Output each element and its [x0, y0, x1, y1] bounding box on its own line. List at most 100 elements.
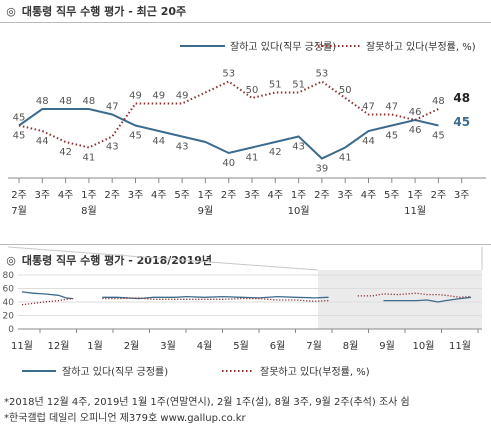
data-label-approve: 45	[385, 131, 398, 142]
data-label-disapprove: 49	[176, 91, 189, 102]
x-tick-label: 1주	[198, 190, 214, 201]
data-label-approve: 48	[36, 96, 49, 107]
legend-disapprove-label: 잘못하고 있다(부정률, %)	[366, 40, 476, 53]
data-label-disapprove: 48	[432, 96, 445, 107]
x-month-label: 10월	[288, 205, 310, 217]
data-label-disapprove: 47	[362, 102, 375, 113]
data-label-approve: 41	[246, 153, 259, 164]
data-label-disapprove: 44	[36, 136, 49, 147]
series-line-approve	[21, 291, 74, 300]
data-label-approve: 39	[316, 164, 329, 175]
data-label-approve: 42	[269, 147, 282, 158]
last-value-approve: 45	[453, 115, 470, 129]
data-label-disapprove: 43	[106, 142, 119, 153]
data-label-approve: 45	[432, 131, 445, 142]
data-label-approve: 45	[13, 113, 26, 124]
x-month-label: 10월	[413, 340, 435, 352]
x-month-label: 4월	[197, 340, 213, 352]
bullet-icon: ◎	[6, 5, 16, 18]
x-month-label: 5월	[233, 340, 249, 352]
x-month-label: 2월	[124, 340, 140, 352]
x-tick-label: 5주	[384, 190, 400, 201]
series-line-approve	[18, 108, 439, 160]
data-label-disapprove: 50	[339, 85, 352, 96]
x-month-label: 3월	[160, 340, 176, 352]
divider-middle	[0, 244, 491, 245]
x-month-label: 8월	[343, 340, 359, 352]
series-line-approve	[383, 296, 472, 303]
legend-approve-label: 잘하고 있다(직무 긍정률)	[62, 365, 168, 378]
bottom-chart-title: ◎ 대통령 직무 수행 평가 - 2018/2019년	[4, 252, 212, 268]
x-tick-label: 3주	[244, 190, 260, 201]
x-tick-label: 1주	[81, 190, 97, 201]
x-tick-label: 2주	[11, 190, 27, 201]
data-label-approve: 44	[152, 136, 165, 147]
data-label-approve: 43	[176, 142, 189, 153]
legend-approve-label: 잘하고 있다(직무 긍정률)	[230, 40, 336, 53]
x-tick-label: 3주	[128, 190, 144, 201]
data-label-approve: 46	[409, 107, 422, 118]
data-label-disapprove: 49	[152, 91, 165, 102]
series-line-approve	[102, 295, 329, 300]
x-month-label: 1월	[87, 340, 103, 352]
x-tick-label: 5주	[174, 190, 190, 201]
x-tick-label: 3주	[35, 190, 51, 201]
x-tick-label: 2주	[314, 190, 330, 201]
data-label-approve: 44	[362, 136, 375, 147]
data-label-approve: 48	[59, 96, 72, 107]
x-tick-label: 3주	[337, 190, 353, 201]
data-label-approve: 47	[106, 102, 119, 113]
y-tick-label: 40	[3, 298, 15, 308]
top-chart-title: ◎ 대통령 직무 수행 평가 - 최근 20주	[4, 3, 186, 19]
x-tick-label: 4주	[268, 190, 284, 201]
data-label-approve: 48	[83, 96, 96, 107]
y-tick-label: 80	[3, 271, 15, 281]
data-label-disapprove: 41	[83, 153, 96, 164]
top-line-chart: 잘하고 있다(직무 긍정률) 잘못하고 있다(부정률, %) 45 48 48 48 47 4…	[8, 40, 486, 217]
legend-disapprove-label: 잘못하고 있다(부정률, %)	[260, 365, 370, 378]
x-month-label: 9월	[379, 340, 395, 352]
zoom-connector-left	[7, 246, 319, 271]
data-label-disapprove: 46	[409, 125, 422, 136]
x-month-label: 11월	[404, 205, 426, 217]
x-tick-label: 4주	[151, 190, 167, 201]
x-tick-label: 1주	[407, 190, 423, 201]
y-tick-label: 60	[3, 285, 15, 295]
x-month-label: 8월	[81, 205, 97, 217]
data-label-disapprove: 47	[385, 102, 398, 113]
series-line-disapprove	[21, 297, 74, 306]
x-month-label: 11월	[11, 340, 33, 352]
x-month-label: 9월	[198, 205, 214, 217]
footnote-2: *한국갤럽 데일리 오피니언 제379호 www.gallup.co.kr	[4, 413, 246, 424]
x-tick-label: 3주	[454, 190, 470, 201]
series-line-disapprove	[102, 297, 329, 302]
data-label-disapprove: 53	[316, 69, 329, 80]
bottom-line-chart: 80 60 40 20 0 11월 12월 1월 2월 3월 4월 5월 6월 7월 8월 9월 10월 11월잘…	[3, 246, 483, 378]
data-label-approve: 41	[339, 153, 352, 164]
series-line-disapprove	[18, 80, 439, 149]
divider-top	[0, 22, 491, 23]
data-label-disapprove: 51	[269, 80, 282, 91]
x-tick-label: 4주	[58, 190, 74, 201]
last-value-disapprove: 48	[453, 91, 470, 105]
x-tick-label: 4주	[361, 190, 377, 201]
data-label-approve: 45	[129, 131, 142, 142]
x-month-label: 6월	[270, 340, 286, 352]
x-month-label: 7월	[11, 205, 27, 217]
data-label-disapprove: 45	[13, 131, 26, 142]
data-label-disapprove: 49	[129, 91, 142, 102]
x-tick-label: 2주	[221, 190, 237, 201]
bottom-chart-title-text: 대통령 직무 수행 평가 - 2018/2019년	[21, 254, 213, 267]
data-label-disapprove: 50	[246, 85, 259, 96]
x-month-label: 11월	[449, 340, 471, 352]
footnote-1: *2018년 12월 4주, 2019년 1월 1주(연말연시), 2월 1주(…	[4, 397, 410, 408]
y-tick-label: 20	[3, 312, 15, 322]
x-tick-label: 2주	[431, 190, 447, 201]
data-label-disapprove: 51	[292, 80, 305, 91]
bullet-icon: ◎	[6, 254, 16, 267]
x-month-label: 12월	[48, 340, 70, 352]
x-tick-label: 1주	[291, 190, 307, 201]
top-chart-title-text: 대통령 직무 수행 평가 - 최근 20주	[21, 5, 187, 18]
x-tick-label: 2주	[104, 190, 120, 201]
data-label-approve: 40	[222, 158, 235, 169]
